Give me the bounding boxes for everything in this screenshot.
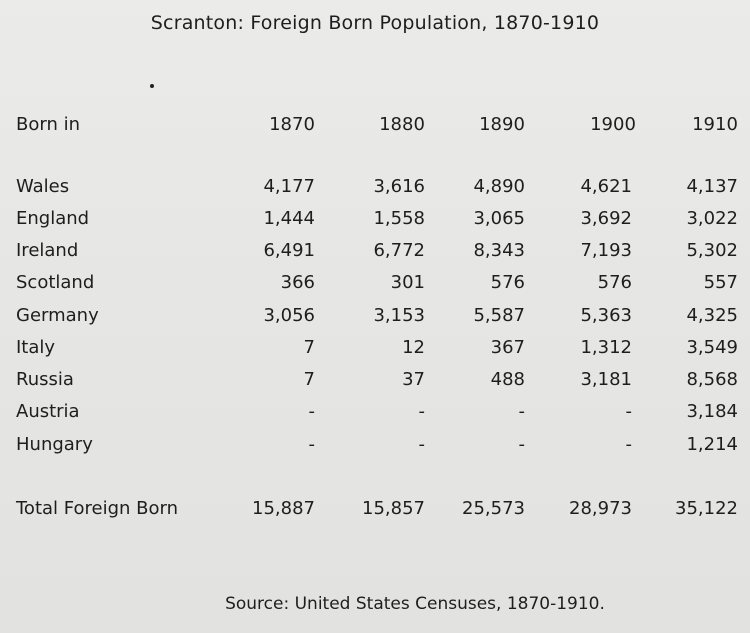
cell-1890: 5,587 — [473, 305, 525, 326]
cell-1910: 3,549 — [686, 337, 738, 358]
cell-1900: - — [625, 434, 633, 455]
cell-1910: 4,325 — [686, 305, 738, 326]
cell-1890: 576 — [490, 272, 525, 293]
year-header-1880: 1880 — [379, 114, 425, 135]
cell-1870: 1,444 — [263, 208, 315, 229]
table-row: Italy 7 12 367 1,312 3,549 — [0, 337, 750, 363]
table-row: England 1,444 1,558 3,065 3,692 3,022 — [0, 208, 750, 234]
cell-1890: - — [518, 401, 526, 422]
cell-1910: 3,184 — [686, 401, 738, 422]
cell-1910: 5,302 — [686, 240, 738, 261]
cell-1870: 366 — [280, 272, 315, 293]
page-title: Scranton: Foreign Born Population, 1870-… — [150, 12, 600, 34]
cell-1910: 8,568 — [686, 369, 738, 390]
cell-1880: 37 — [402, 369, 425, 390]
cell-1870: 3,056 — [263, 305, 315, 326]
cell-1880: 12 — [402, 337, 425, 358]
table-header: Born in 1870 1880 1890 1900 1910 — [0, 114, 750, 140]
table-row: Hungary - - - - 1,214 — [0, 434, 750, 460]
cell-1900: 1,312 — [580, 337, 632, 358]
ink-speck — [150, 84, 154, 88]
cell-1900: 5,363 — [580, 305, 632, 326]
cell-1890: 4,890 — [473, 176, 525, 197]
cell-1900: 576 — [597, 272, 632, 293]
cell-1900: - — [625, 401, 633, 422]
total-1880: 15,857 — [362, 498, 425, 519]
cell-1890: 367 — [490, 337, 525, 358]
cell-1880: 301 — [390, 272, 425, 293]
table-row: Wales 4,177 3,616 4,890 4,621 4,137 — [0, 176, 750, 202]
year-header-1900: 1900 — [590, 114, 636, 135]
cell-1880: - — [418, 401, 426, 422]
row-label: Italy — [16, 337, 56, 358]
total-label: Total Foreign Born — [16, 498, 178, 519]
year-header-1890: 1890 — [479, 114, 525, 135]
year-header-1910: 1910 — [692, 114, 738, 135]
total-1910: 35,122 — [675, 498, 738, 519]
cell-1880: 6,772 — [373, 240, 425, 261]
row-label: England — [16, 208, 90, 229]
cell-1910: 4,137 — [686, 176, 738, 197]
row-label: Hungary — [16, 434, 93, 455]
cell-1900: 7,193 — [580, 240, 632, 261]
cell-1870: 7 — [303, 369, 315, 390]
cell-1890: 488 — [490, 369, 525, 390]
cell-1880: 3,153 — [373, 305, 425, 326]
table-row: Austria - - - - 3,184 — [0, 401, 750, 427]
row-label: Scotland — [16, 272, 95, 293]
row-label: Ireland — [16, 240, 79, 261]
cell-1890: - — [518, 434, 526, 455]
cell-1900: 4,621 — [580, 176, 632, 197]
cell-1900: 3,692 — [580, 208, 632, 229]
cell-1910: 3,022 — [686, 208, 738, 229]
row-label: Russia — [16, 369, 74, 390]
cell-1870: 6,491 — [263, 240, 315, 261]
table-row: Ireland 6,491 6,772 8,343 7,193 5,302 — [0, 240, 750, 266]
cell-1910: 1,214 — [686, 434, 738, 455]
cell-1870: 4,177 — [263, 176, 315, 197]
cell-1880: 3,616 — [373, 176, 425, 197]
total-row: Total Foreign Born 15,887 15,857 25,573 … — [0, 498, 750, 524]
header-label: Born in — [16, 114, 80, 135]
cell-1870: 7 — [303, 337, 315, 358]
cell-1880: 1,558 — [373, 208, 425, 229]
cell-1880: - — [418, 434, 426, 455]
cell-1890: 3,065 — [473, 208, 525, 229]
cell-1910: 557 — [703, 272, 738, 293]
total-1870: 15,887 — [252, 498, 315, 519]
table-row: Russia 7 37 488 3,181 8,568 — [0, 369, 750, 395]
total-1890: 25,573 — [462, 498, 525, 519]
row-label: Austria — [16, 401, 80, 422]
cell-1900: 3,181 — [580, 369, 632, 390]
cell-1890: 8,343 — [473, 240, 525, 261]
row-label: Wales — [16, 176, 70, 197]
table-row: Germany 3,056 3,153 5,587 5,363 4,325 — [0, 305, 750, 331]
total-1900: 28,973 — [569, 498, 632, 519]
year-header-1870: 1870 — [269, 114, 315, 135]
table-row: Scotland 366 301 576 576 557 — [0, 272, 750, 298]
cell-1870: - — [308, 434, 316, 455]
row-label: Germany — [16, 305, 99, 326]
cell-1870: - — [308, 401, 316, 422]
source-note: Source: United States Censuses, 1870-191… — [225, 594, 605, 614]
